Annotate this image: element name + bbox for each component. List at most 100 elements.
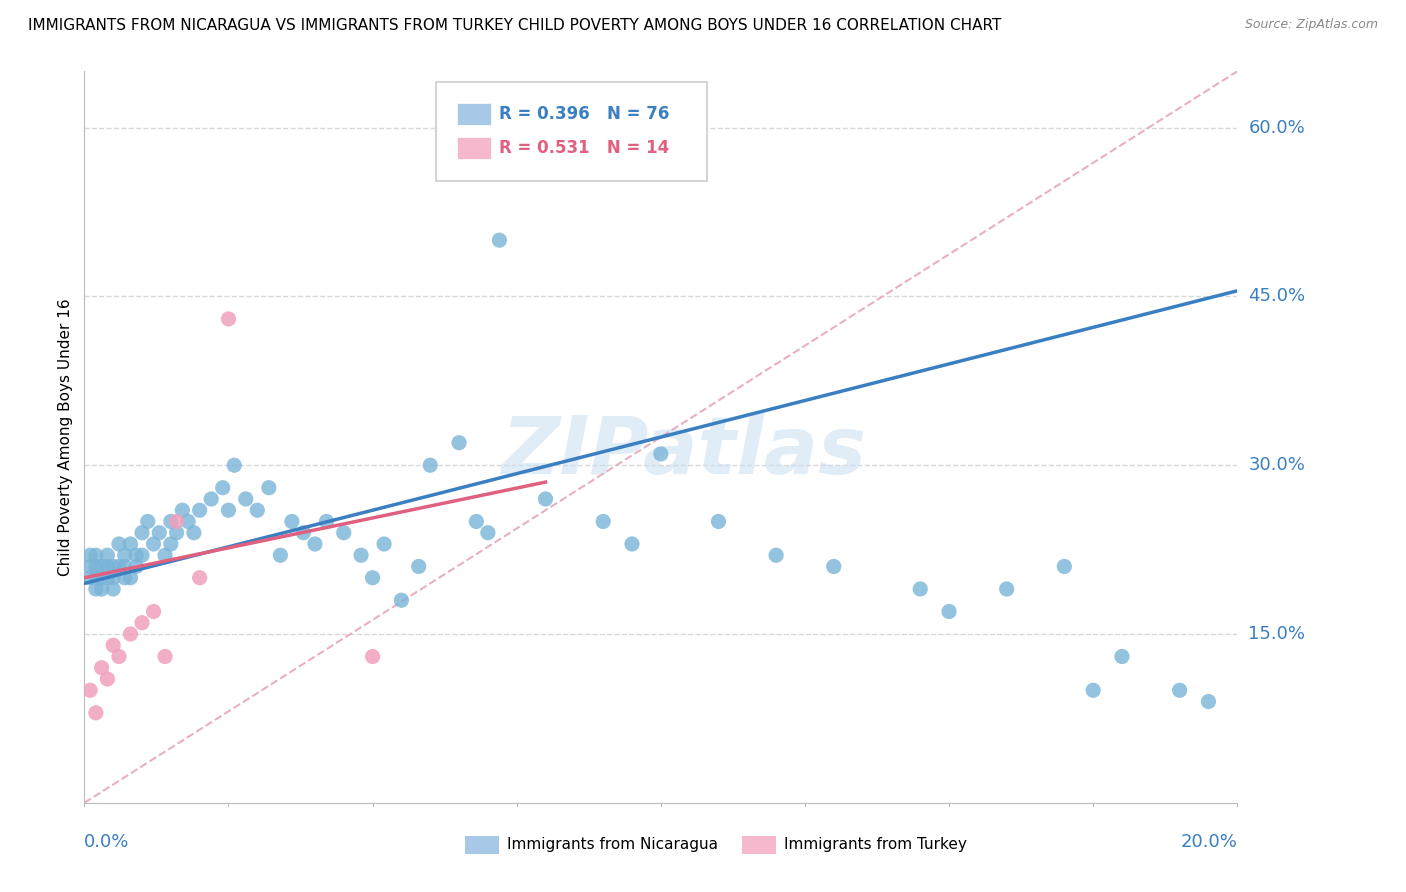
Point: [153, 649, 176, 664]
Point: [103, 571, 124, 585]
Point: [160, 515, 183, 529]
Text: 20.0%: 20.0%: [1181, 833, 1237, 851]
Point: [218, 503, 240, 517]
Point: [823, 559, 845, 574]
Point: [211, 481, 233, 495]
Bar: [457, 103, 491, 125]
Bar: [465, 836, 499, 854]
Point: [304, 537, 326, 551]
Y-axis label: Child Poverty Among Boys Under 16: Child Poverty Among Boys Under 16: [58, 298, 73, 576]
Point: [621, 537, 644, 551]
Point: [90, 582, 112, 596]
Point: [96, 672, 118, 686]
Point: [125, 559, 148, 574]
Text: 60.0%: 60.0%: [1249, 119, 1305, 136]
Point: [108, 559, 131, 574]
Point: [1198, 694, 1220, 708]
Point: [235, 491, 257, 506]
Point: [148, 525, 170, 540]
Point: [142, 605, 165, 619]
Bar: [457, 137, 491, 159]
Point: [114, 559, 136, 574]
Point: [131, 548, 153, 562]
Point: [1111, 649, 1133, 664]
FancyBboxPatch shape: [436, 82, 707, 181]
Point: [269, 548, 291, 562]
Point: [408, 559, 430, 574]
Point: [707, 515, 730, 529]
Point: [246, 503, 269, 517]
Point: [534, 491, 557, 506]
Point: [765, 548, 787, 562]
Point: [114, 571, 136, 585]
Point: [79, 683, 101, 698]
Text: R = 0.396   N = 76: R = 0.396 N = 76: [499, 104, 669, 123]
Text: Immigrants from Turkey: Immigrants from Turkey: [785, 837, 967, 852]
Point: [120, 571, 142, 585]
Point: [160, 537, 183, 551]
Point: [938, 605, 960, 619]
Point: [650, 447, 672, 461]
Point: [218, 312, 240, 326]
Point: [90, 571, 112, 585]
Point: [350, 548, 373, 562]
Point: [166, 525, 188, 540]
Point: [142, 537, 165, 551]
Point: [103, 559, 124, 574]
Text: 15.0%: 15.0%: [1249, 625, 1305, 643]
Point: [361, 571, 384, 585]
Point: [131, 525, 153, 540]
Bar: [741, 836, 776, 854]
Point: [84, 582, 107, 596]
Point: [177, 515, 200, 529]
Point: [183, 525, 205, 540]
Text: ZIPatlas: ZIPatlas: [502, 413, 866, 491]
Point: [449, 435, 471, 450]
Point: [136, 515, 159, 529]
Point: [419, 458, 441, 473]
Point: [361, 649, 384, 664]
Point: [120, 627, 142, 641]
Point: [120, 537, 142, 551]
Point: [1168, 683, 1191, 698]
Text: 0.0%: 0.0%: [84, 833, 129, 851]
Point: [910, 582, 932, 596]
Point: [488, 233, 510, 247]
Point: [96, 548, 118, 562]
Point: [96, 571, 118, 585]
Text: R = 0.531   N = 14: R = 0.531 N = 14: [499, 139, 669, 157]
Point: [200, 491, 222, 506]
Point: [125, 548, 148, 562]
Point: [103, 638, 124, 652]
Point: [224, 458, 246, 473]
Point: [995, 582, 1018, 596]
Point: [1083, 683, 1105, 698]
Point: [188, 503, 211, 517]
Point: [292, 525, 315, 540]
Point: [166, 515, 188, 529]
Text: Source: ZipAtlas.com: Source: ZipAtlas.com: [1244, 18, 1378, 31]
Point: [96, 559, 118, 574]
Point: [84, 706, 107, 720]
Point: [108, 537, 131, 551]
Point: [477, 525, 499, 540]
Point: [79, 571, 101, 585]
Point: [90, 559, 112, 574]
Point: [103, 582, 124, 596]
Point: [131, 615, 153, 630]
Point: [84, 559, 107, 574]
Point: [114, 548, 136, 562]
Point: [90, 661, 112, 675]
Point: [257, 481, 280, 495]
Point: [84, 548, 107, 562]
Text: IMMIGRANTS FROM NICARAGUA VS IMMIGRANTS FROM TURKEY CHILD POVERTY AMONG BOYS UND: IMMIGRANTS FROM NICARAGUA VS IMMIGRANTS …: [28, 18, 1001, 33]
Point: [315, 515, 337, 529]
Point: [79, 548, 101, 562]
Point: [108, 649, 131, 664]
Text: Immigrants from Nicaragua: Immigrants from Nicaragua: [508, 837, 718, 852]
Point: [153, 548, 176, 562]
Point: [333, 525, 356, 540]
Point: [1053, 559, 1076, 574]
Point: [373, 537, 395, 551]
Point: [172, 503, 194, 517]
